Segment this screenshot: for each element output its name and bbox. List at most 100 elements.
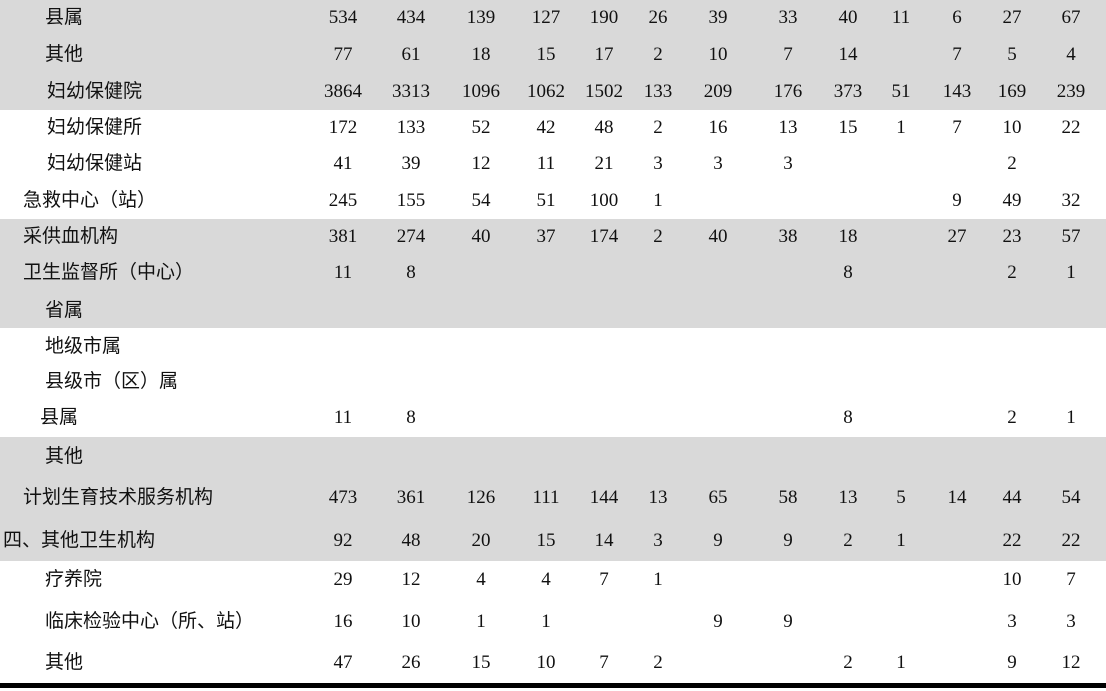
table-cell: 169 xyxy=(997,81,1027,102)
table-cell: 15 xyxy=(471,652,491,673)
table-cell: 1062 xyxy=(527,81,565,102)
table-cell: 111 xyxy=(532,487,560,508)
table-cell: 9 xyxy=(952,190,962,211)
table-cell: 2 xyxy=(653,226,663,247)
table-cell: 7 xyxy=(952,44,962,65)
row-label: 地级市属 xyxy=(45,336,122,357)
table-cell: 61 xyxy=(401,44,421,65)
table-cell: 11 xyxy=(333,262,353,283)
table-cell: 3 xyxy=(713,153,723,174)
table-cell: 1 xyxy=(896,652,906,673)
shaded-band xyxy=(0,0,1106,110)
table-cell: 10 xyxy=(1002,569,1022,590)
table-cell: 4 xyxy=(1066,44,1076,65)
table-cell: 44 xyxy=(1002,487,1022,508)
table-cell: 1 xyxy=(653,569,663,590)
table-cell: 52 xyxy=(471,117,491,138)
table-cell: 42 xyxy=(536,117,556,138)
table-cell: 143 xyxy=(942,81,972,102)
row-label: 临床检验中心（所、站） xyxy=(45,611,255,632)
table-cell: 13 xyxy=(778,117,798,138)
table-row: 其他 77 61 18 15 17 2 10 7 14 7 5 4 xyxy=(0,37,1106,73)
row-label: 其他 xyxy=(45,44,84,65)
table-cell: 534 xyxy=(328,7,358,28)
table-cell: 8 xyxy=(406,262,416,283)
table-row: 急救中心（站） 245 155 54 51 100 1 9 49 32 xyxy=(0,183,1106,219)
table-cell: 15 xyxy=(838,117,858,138)
table-cell: 3313 xyxy=(392,81,430,102)
row-label: 妇幼保健所 xyxy=(47,117,143,138)
table-row: 县属 534 434 139 127 190 26 39 33 40 11 6 27 67 xyxy=(0,0,1106,36)
table-row: 临床检验中心（所、站） 16 10 1 1 9 9 3 3 xyxy=(0,604,1106,640)
table-row: 计划生育技术服务机构 473 361 126 111 144 13 65 58 13 5 14 44 54 xyxy=(0,480,1106,516)
table-cell: 49 xyxy=(1002,190,1022,211)
table-cell: 38 xyxy=(778,226,798,247)
table-cell: 11 xyxy=(333,407,353,428)
table-cell: 22 xyxy=(1061,530,1081,551)
table-cell: 17 xyxy=(594,44,614,65)
table-cell: 274 xyxy=(396,226,426,247)
table-cell: 16 xyxy=(708,117,728,138)
table-cell: 174 xyxy=(589,226,619,247)
table-cell: 7 xyxy=(952,117,962,138)
table-cell: 29 xyxy=(333,569,353,590)
table-cell: 7 xyxy=(783,44,793,65)
table-cell: 39 xyxy=(708,7,728,28)
table-cell: 9 xyxy=(783,530,793,551)
table-cell: 57 xyxy=(1061,226,1081,247)
table-cell: 37 xyxy=(536,226,556,247)
table-cell: 9 xyxy=(713,530,723,551)
table-cell: 54 xyxy=(1061,487,1081,508)
table-cell: 144 xyxy=(589,487,619,508)
table-cell: 18 xyxy=(838,226,858,247)
table-cell: 10 xyxy=(708,44,728,65)
table-cell: 1 xyxy=(1066,262,1076,283)
table-cell: 4 xyxy=(476,569,486,590)
table-cell: 11 xyxy=(536,153,556,174)
table-cell: 3864 xyxy=(324,81,362,102)
table-cell: 1502 xyxy=(585,81,623,102)
table-cell: 8 xyxy=(406,407,416,428)
row-label: 卫生监督所（中心） xyxy=(23,262,195,283)
table-cell: 48 xyxy=(594,117,614,138)
table-cell: 6 xyxy=(952,7,962,28)
table-row: 其他 47 26 15 10 7 2 2 1 9 12 xyxy=(0,645,1106,681)
table-cell: 2 xyxy=(653,652,663,673)
table-cell: 40 xyxy=(708,226,728,247)
table-cell: 15 xyxy=(536,530,556,551)
table-row: 四、其他卫生机构 92 48 20 15 14 3 9 9 2 1 22 22 xyxy=(0,523,1106,559)
table-cell: 133 xyxy=(396,117,426,138)
row-label: 县属 xyxy=(45,7,84,28)
table-cell: 41 xyxy=(333,153,353,174)
table-row: 卫生监督所（中心） 11 8 8 2 1 xyxy=(0,255,1106,291)
table-cell: 5 xyxy=(896,487,906,508)
table-row: 其他 xyxy=(0,439,1106,475)
table-cell: 7 xyxy=(1066,569,1076,590)
table-cell: 12 xyxy=(471,153,491,174)
table-cell: 3 xyxy=(653,153,663,174)
row-label: 计划生育技术服务机构 xyxy=(23,487,214,508)
table-cell: 10 xyxy=(1002,117,1022,138)
table-cell: 51 xyxy=(891,81,911,102)
table-cell: 1 xyxy=(896,117,906,138)
table-cell: 14 xyxy=(947,487,967,508)
table-cell: 13 xyxy=(648,487,668,508)
table-row: 县级市（区）属 xyxy=(0,364,1106,400)
table-cell: 127 xyxy=(531,7,561,28)
table-cell: 32 xyxy=(1061,190,1081,211)
row-label: 省属 xyxy=(45,300,84,321)
table-cell: 18 xyxy=(471,44,491,65)
table-cell: 9 xyxy=(1007,652,1017,673)
table-cell: 12 xyxy=(401,569,421,590)
table-cell: 3 xyxy=(783,153,793,174)
table-cell: 5 xyxy=(1007,44,1017,65)
table-row: 妇幼保健院 3864 3313 1096 1062 1502 133 209 176 373 51 1… xyxy=(0,74,1106,110)
table-cell: 1 xyxy=(476,611,486,632)
table-cell: 3 xyxy=(1007,611,1017,632)
table-cell: 54 xyxy=(471,190,491,211)
table-cell: 190 xyxy=(589,7,619,28)
table-cell: 21 xyxy=(594,153,614,174)
table-row: 省属 xyxy=(0,293,1106,329)
table-row: 妇幼保健所 172 133 52 42 48 2 16 13 15 1 7 10 22 xyxy=(0,110,1106,146)
table-cell: 139 xyxy=(466,7,496,28)
